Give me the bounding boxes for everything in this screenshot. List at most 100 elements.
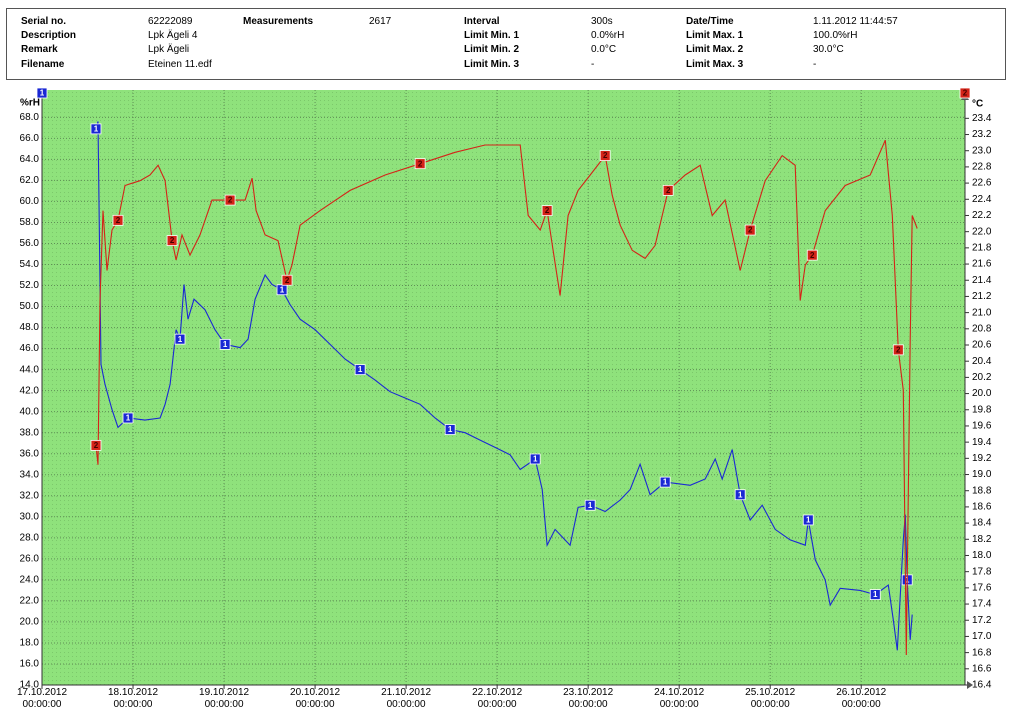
y2-tick-label: 18.0 xyxy=(972,550,992,561)
marker-label: 2 xyxy=(896,345,901,354)
channel-marker: 1 xyxy=(219,338,231,350)
y-tick-label: 54.0 xyxy=(20,259,40,270)
channel-marker: 2 xyxy=(806,249,818,261)
marker-label: 1 xyxy=(588,501,593,510)
y-axis-label: %rH xyxy=(20,98,40,109)
marker-label: 1 xyxy=(806,516,811,525)
y2-tick-label: 21.2 xyxy=(972,291,992,302)
y2-tick-label: 22.4 xyxy=(972,194,992,205)
marker-box xyxy=(659,476,671,488)
channel-marker: 1 xyxy=(354,364,366,376)
channel-marker: 2 xyxy=(599,150,611,161)
marker-box xyxy=(112,214,124,226)
y2-tick-label: 17.2 xyxy=(972,615,992,626)
y-tick-label: 16.0 xyxy=(20,659,40,670)
series-line xyxy=(95,121,913,651)
x-tick-label: 22.10.2012 00:00:00 xyxy=(472,687,523,710)
x-axis-arrow xyxy=(967,681,973,689)
x-tick-label: 17.10.2012 00:00:00 xyxy=(16,687,68,710)
y2-tick-label: 17.4 xyxy=(972,599,992,610)
channel-marker: 1 xyxy=(444,424,456,435)
y-tick-label: 52.0 xyxy=(20,280,40,291)
marker-box xyxy=(414,158,426,170)
y2-tick-label: 22.6 xyxy=(972,178,992,189)
channel-marker: 2 xyxy=(166,235,178,246)
y2-tick-label: 21.4 xyxy=(972,275,992,286)
marker-label: 2 xyxy=(666,186,671,195)
field-value: Lpk Ägeli 4 xyxy=(148,30,198,41)
field-value: Lpk Ägeli xyxy=(148,44,190,55)
marker-label: 1 xyxy=(873,590,878,599)
field-label: Limit Max. 1 xyxy=(686,30,744,41)
marker-box xyxy=(90,123,102,135)
header-box: Serial no. 62222089 Description Lpk Ägeli 4… xyxy=(6,8,1006,80)
y2-tick-label: 19.6 xyxy=(972,421,992,432)
y2-tick-label: 19.4 xyxy=(972,437,992,448)
y-tick-label: 64.0 xyxy=(20,154,40,165)
y-tick-label: 36.0 xyxy=(20,448,40,459)
y-tick-label: 62.0 xyxy=(20,175,40,186)
marker-box xyxy=(584,499,596,511)
y-tick-label: 46.0 xyxy=(20,343,40,354)
marker-label: 2 xyxy=(170,236,175,245)
y2-axis-label: °C xyxy=(972,99,983,110)
y2-tick-label: 16.4 xyxy=(972,680,992,691)
field-label: Date/Time xyxy=(686,16,734,27)
channel-marker: 2 xyxy=(892,344,904,356)
y2-tick-label: 18.6 xyxy=(972,502,992,513)
marker-label: 2 xyxy=(285,276,290,285)
field-value: 2617 xyxy=(369,16,392,27)
y2-tick-label: 21.8 xyxy=(972,242,992,253)
field-label: Measurements xyxy=(243,16,314,27)
marker-label: 1 xyxy=(40,89,45,98)
marker-box xyxy=(354,364,366,376)
marker-box xyxy=(166,235,178,246)
channel-marker: 2 xyxy=(112,214,124,226)
marker-box xyxy=(444,424,456,435)
y2-tick-label: 21.0 xyxy=(972,307,992,318)
y-tick-label: 28.0 xyxy=(20,532,40,543)
x-tick-label: 23.10.2012 00:00:00 xyxy=(563,687,614,710)
marker-box xyxy=(174,333,186,345)
marker-box xyxy=(36,87,48,99)
marker-label: 2 xyxy=(545,206,550,215)
x-tick-label: 19.10.2012 00:00:00 xyxy=(199,687,250,710)
y-tick-label: 44.0 xyxy=(20,364,40,375)
channel-marker: 1 xyxy=(276,284,288,296)
x-tick-label: 20.10.2012 00:00:00 xyxy=(290,687,341,710)
y2-tick-label: 19.2 xyxy=(972,453,992,464)
field-value: - xyxy=(813,59,817,70)
marker-box xyxy=(869,589,881,600)
marker-box xyxy=(734,489,746,501)
channel-marker: 1 xyxy=(529,453,541,465)
y2-tick-label: 20.8 xyxy=(972,323,992,334)
marker-box xyxy=(224,194,236,206)
y2-tick-label: 20.2 xyxy=(972,372,992,383)
marker-label: 1 xyxy=(533,455,538,464)
y2-tick-label: 22.2 xyxy=(972,210,992,221)
field-label: Limit Min. 1 xyxy=(464,30,519,41)
marker-box xyxy=(806,249,818,261)
marker-label: 1 xyxy=(126,414,131,423)
field-label: Remark xyxy=(21,44,58,55)
field-value: 1.11.2012 11:44:57 xyxy=(813,16,898,27)
y2-tick-label: 19.0 xyxy=(972,469,992,480)
marker-label: 2 xyxy=(228,196,233,205)
y-tick-label: 58.0 xyxy=(20,217,40,228)
field-label: Serial no. xyxy=(21,16,67,27)
channel-marker: 2 xyxy=(662,184,674,196)
y2-tick-label: 17.8 xyxy=(972,566,992,577)
y-tick-label: 20.0 xyxy=(20,617,40,628)
field-value: 62222089 xyxy=(148,16,193,27)
field-label: Limit Max. 3 xyxy=(686,59,744,70)
field-value: 100.0%rH xyxy=(813,30,858,41)
marker-label: 1 xyxy=(178,335,183,344)
marker-box xyxy=(90,439,102,451)
y-tick-label: 24.0 xyxy=(20,575,40,586)
channel-marker: 2 xyxy=(90,439,102,451)
marker-box xyxy=(541,205,553,217)
marker-box xyxy=(599,150,611,161)
y-tick-label: 38.0 xyxy=(20,427,40,438)
y2-tick-label: 18.2 xyxy=(972,534,992,545)
